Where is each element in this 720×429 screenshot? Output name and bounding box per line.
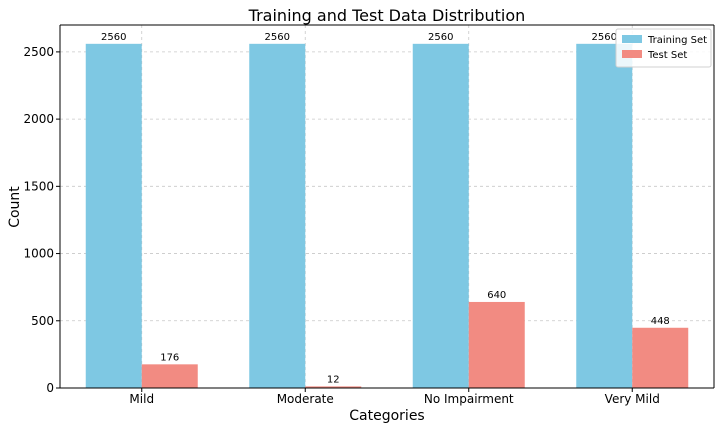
y-tick-label: 0	[46, 381, 54, 395]
bar-training	[412, 43, 469, 388]
y-tick-label: 1000	[23, 247, 54, 261]
bar-training	[85, 43, 142, 388]
bar-training	[576, 43, 633, 388]
y-tick-label: 500	[31, 314, 54, 328]
chart-title: Training and Test Data Distribution	[248, 6, 526, 25]
legend-swatch	[622, 50, 642, 58]
data-label: 2560	[101, 32, 126, 43]
x-tick-label: No Impairment	[424, 392, 514, 406]
y-tick-label: 1500	[23, 179, 54, 193]
x-tick-label: Moderate	[277, 392, 334, 406]
legend-entry: Training Set	[647, 35, 707, 46]
data-label: 2560	[592, 32, 617, 43]
y-tick-label: 2500	[23, 45, 54, 59]
x-tick-label: Mild	[129, 392, 154, 406]
data-label: 448	[651, 316, 670, 327]
data-label: 12	[327, 374, 340, 385]
ticks: 0 500 1000 1500 2000 2500 Mild Moderate No Impai…	[23, 45, 659, 406]
data-label: 176	[160, 352, 179, 363]
y-tick-label: 2000	[23, 112, 54, 126]
legend: Training Set Test Set	[615, 28, 712, 68]
legend-swatch	[622, 35, 642, 43]
bars	[85, 43, 689, 388]
x-tick-label: Very Mild	[605, 392, 660, 406]
bar-test	[632, 327, 689, 388]
bar-training	[249, 43, 306, 388]
bar-test	[141, 364, 198, 388]
data-labels: 2560 2560 2560 2560 176 12 640 448	[101, 32, 670, 386]
axes	[59, 24, 715, 389]
bar-test	[468, 301, 525, 388]
data-label: 2560	[428, 32, 453, 43]
data-label: 2560	[265, 32, 290, 43]
y-axis-label: Count	[7, 186, 23, 228]
x-axis-label: Categories	[349, 408, 424, 424]
bar-test	[305, 386, 362, 388]
legend-entry: Test Set	[647, 50, 687, 61]
data-label: 640	[487, 290, 506, 301]
